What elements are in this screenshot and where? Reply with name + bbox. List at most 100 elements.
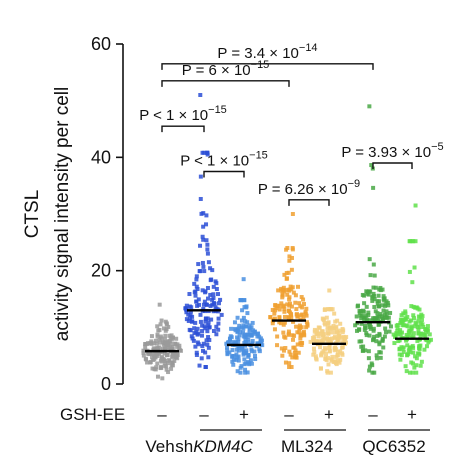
data-point-qc_plus xyxy=(408,333,413,338)
data-point-qc_plus xyxy=(417,346,422,351)
data-point-ml_minus xyxy=(291,319,296,324)
data-point-kdm_minus xyxy=(206,355,211,360)
data-point-qc_minus xyxy=(371,316,376,321)
data-point-veh xyxy=(157,340,162,345)
data-point-qc_minus xyxy=(359,321,364,326)
data-point-ml_minus xyxy=(289,365,294,369)
data-point-qc_plus xyxy=(407,239,412,244)
data-point-kdm_minus xyxy=(200,344,205,349)
data-point-ml_minus xyxy=(299,295,304,300)
data-point-ml_minus xyxy=(289,255,294,260)
data-point-qc_plus xyxy=(414,322,419,327)
data-point-veh xyxy=(166,324,171,329)
data-point-ml_plus xyxy=(340,340,345,345)
data-point-qc_plus xyxy=(407,370,412,375)
data-point-qc_minus xyxy=(369,361,374,366)
data-point-ml_plus xyxy=(335,353,340,358)
data-point-ml_minus xyxy=(284,276,289,281)
data-point-ml_minus xyxy=(281,288,286,293)
data-point-qc_plus xyxy=(427,332,432,337)
data-point-ml_minus xyxy=(280,295,285,300)
data-point-kdm_minus xyxy=(193,344,198,349)
data-point-qc_minus xyxy=(380,338,385,343)
data-point-qc_minus xyxy=(379,303,384,308)
data-point-veh xyxy=(153,367,158,372)
data-point-qc_plus xyxy=(417,344,422,349)
data-point-kdm_minus xyxy=(212,301,217,306)
data-point-veh xyxy=(162,351,167,356)
data-point-qc_plus xyxy=(411,345,416,350)
data-point-qc_plus xyxy=(397,352,402,357)
data-point-ml_minus xyxy=(277,303,282,308)
data-point-ml_plus xyxy=(318,366,323,371)
data-point-qc_plus xyxy=(395,326,400,331)
p-value-5: P = 3.93 × 10−5 xyxy=(341,141,443,161)
data-point-qc_plus xyxy=(413,239,418,244)
data-point-veh xyxy=(162,340,167,345)
data-point-ml_minus xyxy=(278,321,283,326)
data-point-veh xyxy=(160,356,165,361)
data-point-kdm_plus xyxy=(231,362,236,367)
data-point-kdm_minus xyxy=(211,295,216,300)
data-point-kdm_plus xyxy=(250,320,255,325)
data-point-qc_minus xyxy=(370,298,375,303)
gsh-ee-label: GSH-EE xyxy=(60,405,125,424)
data-point-veh xyxy=(152,357,157,362)
data-point-qc_minus xyxy=(363,348,368,353)
data-point-veh xyxy=(163,346,168,351)
data-point-qc_plus xyxy=(411,335,416,340)
data-point-kdm_minus xyxy=(193,320,198,325)
data-point-qc_plus xyxy=(413,203,418,208)
data-point-ml_minus xyxy=(290,355,295,360)
data-point-veh xyxy=(160,347,165,352)
data-point-qc_plus xyxy=(403,364,408,369)
data-point-qc_plus xyxy=(419,317,424,322)
data-point-ml_minus xyxy=(304,313,309,318)
data-point-kdm_minus xyxy=(190,336,195,341)
data-point-kdm_minus xyxy=(194,277,199,282)
data-point-ml_minus xyxy=(288,310,293,315)
data-point-qc_plus xyxy=(398,330,403,335)
data-point-qc_minus xyxy=(388,310,393,315)
data-point-qc_minus xyxy=(361,308,366,313)
data-point-ml_minus xyxy=(277,315,282,320)
data-point-kdm_minus xyxy=(190,319,195,324)
data-point-kdm_minus xyxy=(205,247,210,252)
data-point-ml_plus xyxy=(325,327,330,332)
data-point-kdm_minus xyxy=(211,284,216,289)
data-point-veh xyxy=(144,357,149,362)
data-point-ml_plus xyxy=(337,360,342,365)
data-point-veh xyxy=(166,370,171,375)
data-point-ml_minus xyxy=(294,312,299,317)
data-point-kdm_plus xyxy=(243,351,248,356)
data-point-ml_minus xyxy=(304,320,309,325)
data-point-ml_minus xyxy=(296,350,301,355)
data-point-qc_plus xyxy=(415,338,420,343)
data-point-kdm_plus xyxy=(234,357,239,362)
data-point-qc_plus xyxy=(401,318,406,323)
data-point-ml_minus xyxy=(275,334,280,339)
data-point-qc_minus xyxy=(382,334,387,339)
data-point-veh xyxy=(163,361,168,366)
data-point-qc_plus xyxy=(392,341,397,346)
data-point-qc_plus xyxy=(411,313,416,318)
data-point-qc_minus xyxy=(374,353,379,358)
data-point-kdm_plus xyxy=(249,361,254,366)
data-point-qc_plus xyxy=(417,325,422,330)
data-point-kdm_minus xyxy=(218,297,223,302)
data-point-qc_minus xyxy=(360,348,365,353)
data-point-ml_plus xyxy=(340,345,345,350)
data-point-veh xyxy=(148,359,153,364)
data-point-ml_minus xyxy=(268,315,273,320)
data-point-kdm_plus xyxy=(240,344,245,349)
data-point-ml_minus xyxy=(272,327,277,332)
data-point-ml_minus xyxy=(281,348,286,353)
data-point-kdm_minus xyxy=(193,293,198,298)
data-point-veh xyxy=(152,355,157,360)
data-point-veh xyxy=(161,342,166,347)
data-point-kdm_plus xyxy=(225,345,230,350)
data-point-qc_minus xyxy=(373,309,378,314)
data-point-ml_plus xyxy=(326,331,331,336)
data-point-qc_plus xyxy=(407,328,412,333)
